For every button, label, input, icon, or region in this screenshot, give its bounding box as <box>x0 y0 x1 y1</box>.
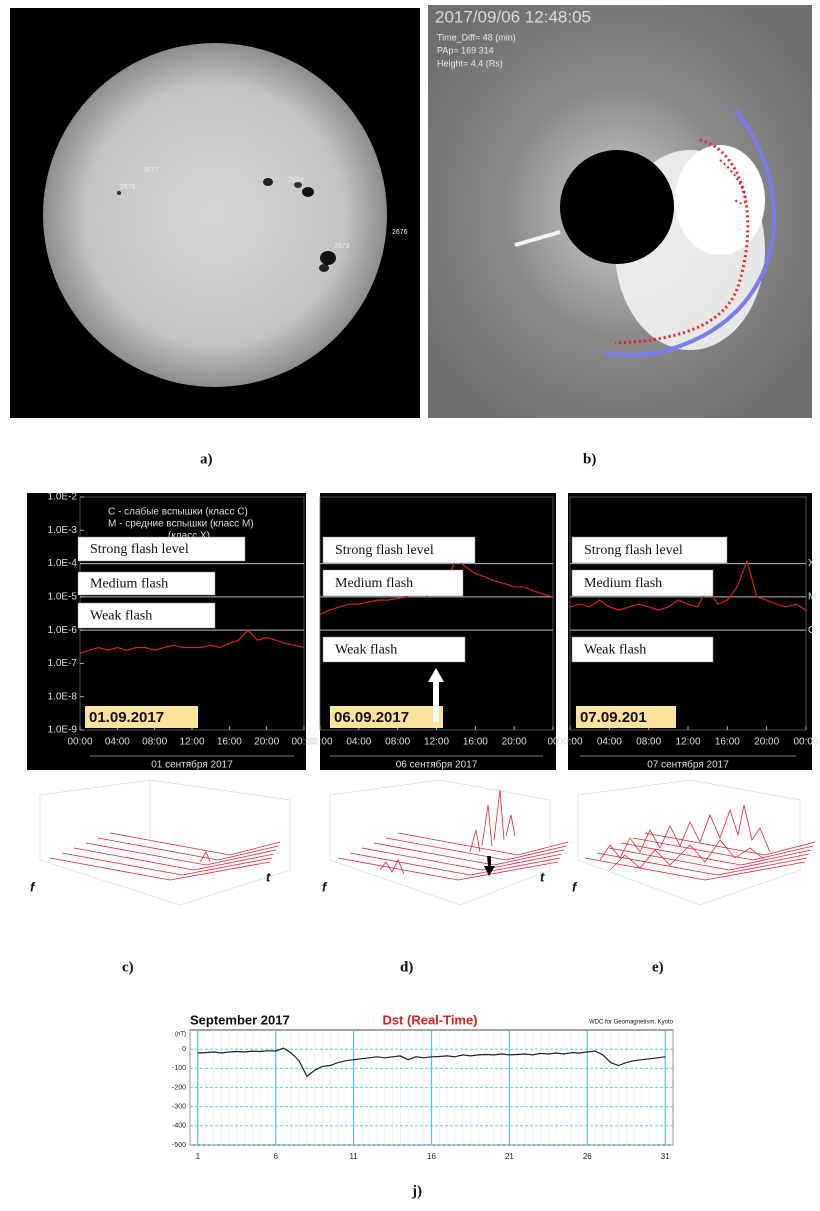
x-tick-label: 20:00 <box>502 737 527 748</box>
axis-label: t <box>266 869 271 884</box>
x-tick-label: 00:00 <box>307 737 332 748</box>
x-tick-label: 08:00 <box>385 737 410 748</box>
y-tick-label: -400 <box>172 1123 186 1130</box>
sunspot-label: 2677 <box>143 167 159 174</box>
x-tick-label: 31 <box>661 1152 670 1161</box>
page: Solar event figure body { margin: 0; wid… <box>0 0 820 1206</box>
sunspot-label: 2676 <box>392 229 408 236</box>
y-tick-label: 1.0E-6 <box>48 625 78 636</box>
level-box-text: Weak flash <box>584 643 646 658</box>
panel-label: a) <box>200 451 213 467</box>
sunspot-label: 2674 <box>288 177 304 184</box>
class-label: X <box>808 558 815 569</box>
x-tick-label: 04:00 <box>597 737 622 748</box>
panel-label: d) <box>400 959 413 975</box>
waterfall-d: f t <box>322 780 568 905</box>
y-tick-label: 1.0E-3 <box>48 525 78 536</box>
x-tick-label: 12:00 <box>179 737 204 748</box>
info-line: Height= 4,4 (Rs) <box>437 58 503 68</box>
x-tick-label: 12:00 <box>424 737 449 748</box>
x-tick-label: 1 <box>196 1152 201 1161</box>
date-label: 07.09.201 <box>580 709 647 726</box>
panel-b-image: 2017/09/06 12:48:05 Time_Diff= 48 (min) … <box>428 5 812 418</box>
flux-chart: 1.0E-2 1.0E-3 1.0E-4 1.0E-5 1.0E-6 1.0E-7 1.0E… <box>27 492 317 771</box>
x-tick-label: 16:00 <box>715 737 740 748</box>
chart-title: September 2017 <box>190 1012 290 1027</box>
y-tick-label: -500 <box>172 1142 186 1149</box>
panel-label: b) <box>583 451 596 467</box>
level-box-text: Medium flash <box>584 576 662 591</box>
level-box-text: Strong flash level <box>90 542 189 557</box>
info-line: PAp= 169 314 <box>437 45 494 55</box>
chart-background <box>568 493 812 770</box>
caption: 06 сентября 2017 <box>396 759 478 771</box>
class-label: M <box>808 591 816 602</box>
axis-label: f <box>572 879 578 894</box>
date-label: 01.09.2017 <box>89 709 164 726</box>
x-tick-label: 20:00 <box>254 737 279 748</box>
y-tick-label: 1.0E-4 <box>48 558 78 569</box>
axis-label: t <box>540 869 545 884</box>
legend-line: М - средние вспышки (класс М) <box>108 519 254 530</box>
panel-a-image: 2677 2678 2674 2673 2676 <box>10 8 420 418</box>
x-tick-label: 16 <box>427 1152 436 1161</box>
flux-chart: X M C 00:00 04:00 08:00 12:00 16:00 20:00 00:00 07… <box>557 493 818 771</box>
x-tick-label: 00:00 <box>67 737 92 748</box>
x-tick-label: 04:00 <box>346 737 371 748</box>
axis-label: f <box>30 879 36 894</box>
panel-label: j) <box>411 1183 422 1199</box>
level-box-text: Medium flash <box>335 576 413 591</box>
x-tick-label: 08:00 <box>142 737 167 748</box>
x-tick-label: 11 <box>349 1152 358 1161</box>
legend-line: C - слабые вспышки (класс С) <box>108 506 248 518</box>
x-tick-label: 16:00 <box>463 737 488 748</box>
x-tick-label: 21 <box>505 1152 514 1161</box>
waterfall-e: f <box>572 780 815 905</box>
y-axis-label: (nT) <box>175 1032 186 1038</box>
level-box-text: Medium flash <box>90 577 168 592</box>
caption: 01 сентября 2017 <box>151 759 233 771</box>
x-tick-label: 04:00 <box>105 737 130 748</box>
sunspot-label: 2678 <box>120 184 136 191</box>
level-box-text: Strong flash level <box>335 543 434 558</box>
panel-label: e) <box>652 959 664 975</box>
sunspot-label: 2673 <box>334 243 350 250</box>
timestamp: 2017/09/06 12:48:05 <box>435 7 591 26</box>
x-tick-label: 12:00 <box>675 737 700 748</box>
y-tick-label: -300 <box>172 1104 186 1111</box>
level-box-text: Strong flash level <box>584 543 683 558</box>
date-label: 06.09.2017 <box>334 709 409 726</box>
panel-label: c) <box>122 959 134 975</box>
caption: 07 сентября 2017 <box>647 759 729 771</box>
x-tick-label: 26 <box>583 1152 592 1161</box>
y-tick-label: 1.0E-5 <box>48 591 78 602</box>
source: WDC for Geomagnetism, Kyoto <box>589 1020 674 1026</box>
y-tick-label: 0 <box>182 1046 186 1053</box>
x-tick-label: 00:00 <box>793 737 818 748</box>
figure: 2677 2678 2674 2673 2676 2017/09/06 12:4… <box>0 0 820 1206</box>
waterfall-c: f t <box>30 780 290 905</box>
info-line: Time_Diff= 48 (min) <box>437 32 516 42</box>
x-tick-label: 16:00 <box>217 737 242 748</box>
chart-background <box>320 493 556 770</box>
axis-label: f <box>322 879 328 894</box>
y-tick-label: 1.0E-2 <box>48 492 78 503</box>
chart-subtitle: Dst (Real-Time) <box>382 1012 477 1027</box>
y-tick-label: 1.0E-9 <box>48 725 78 736</box>
level-box-text: Weak flash <box>335 643 397 658</box>
y-tick-label: 1.0E-7 <box>48 658 78 669</box>
x-tick-label: 00:00 <box>557 737 582 748</box>
x-tick-label: 20:00 <box>754 737 779 748</box>
y-tick-label: 1.0E-8 <box>48 691 78 702</box>
body: { "panels": { "a": {"label": "a)", "suns… <box>0 0 820 1206</box>
level-box-text: Weak flash <box>90 609 152 624</box>
x-tick-label: 08:00 <box>636 737 661 748</box>
y-tick-label: -100 <box>172 1065 186 1072</box>
y-tick-label: -200 <box>172 1084 186 1091</box>
x-tick-label: 6 <box>273 1152 278 1161</box>
class-label: C <box>808 625 815 636</box>
